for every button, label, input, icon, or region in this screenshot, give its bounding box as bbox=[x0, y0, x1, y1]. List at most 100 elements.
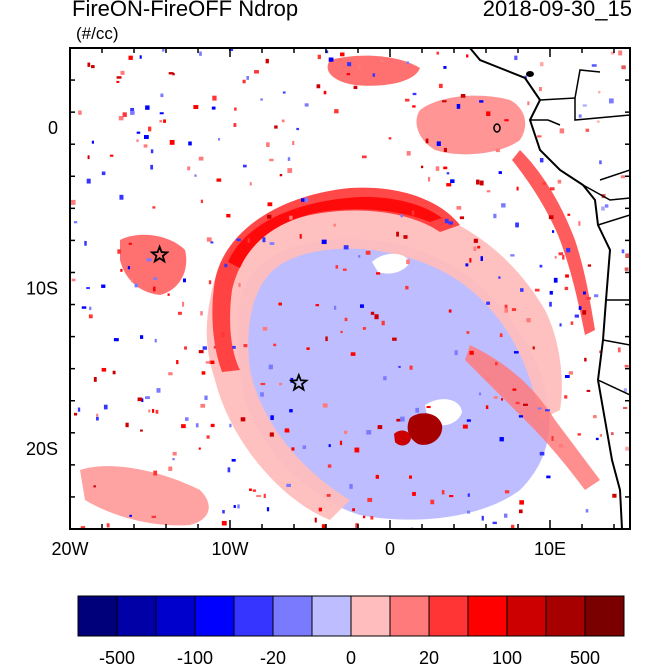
speckle bbox=[608, 98, 614, 104]
speckle bbox=[221, 332, 225, 338]
speckle bbox=[532, 346, 535, 350]
speckle bbox=[216, 178, 222, 182]
speckle bbox=[234, 107, 237, 111]
speckle bbox=[342, 268, 347, 271]
speckle bbox=[87, 62, 91, 67]
speckle bbox=[621, 249, 625, 254]
speckle bbox=[523, 403, 528, 406]
speckle bbox=[449, 495, 454, 498]
speckle bbox=[73, 221, 78, 224]
speckle bbox=[291, 447, 295, 451]
speckle bbox=[162, 48, 165, 52]
speckle bbox=[516, 186, 519, 191]
speckle bbox=[340, 52, 345, 57]
speckle bbox=[252, 489, 257, 492]
speckle bbox=[504, 119, 509, 122]
speckle bbox=[553, 277, 558, 283]
speckle bbox=[370, 516, 374, 520]
speckle bbox=[450, 179, 455, 184]
speckle bbox=[370, 311, 375, 315]
speckle bbox=[247, 238, 250, 243]
speckle bbox=[504, 307, 509, 313]
speckle bbox=[586, 389, 591, 392]
speckle bbox=[604, 204, 609, 208]
speckle bbox=[511, 308, 517, 312]
speckle bbox=[236, 238, 241, 242]
axis-ticks: 20W 10W 0 10E 0 10S 20S bbox=[26, 47, 630, 559]
speckle bbox=[409, 475, 413, 479]
speckle bbox=[420, 165, 424, 169]
colorbar-swatch bbox=[506, 595, 547, 637]
speckle bbox=[460, 94, 466, 98]
west-positive-patch bbox=[120, 234, 187, 295]
speckle bbox=[599, 434, 603, 437]
speckle bbox=[326, 493, 331, 497]
speckle bbox=[498, 171, 502, 175]
speckle bbox=[81, 306, 87, 309]
speckle bbox=[279, 174, 283, 177]
speckle bbox=[623, 406, 628, 410]
speckle bbox=[565, 274, 569, 278]
speckle bbox=[86, 287, 90, 290]
star-marker-icon bbox=[149, 244, 170, 264]
speckle bbox=[372, 73, 376, 77]
speckle bbox=[465, 263, 469, 267]
speckle bbox=[559, 128, 565, 134]
speckle bbox=[510, 524, 515, 529]
speckle bbox=[510, 254, 515, 257]
speckle bbox=[503, 513, 508, 518]
speckle bbox=[148, 409, 151, 413]
speckle bbox=[233, 123, 237, 127]
x-tick-label: 10E bbox=[534, 539, 566, 559]
speckle bbox=[443, 147, 447, 153]
speckle bbox=[289, 409, 293, 413]
speckle bbox=[542, 182, 546, 185]
speckle bbox=[334, 109, 339, 114]
speckle bbox=[539, 264, 543, 268]
speckle bbox=[526, 318, 531, 323]
speckle bbox=[515, 222, 519, 228]
speckle bbox=[593, 415, 597, 419]
speckle bbox=[425, 138, 429, 144]
speckle bbox=[328, 57, 334, 62]
speckle bbox=[153, 277, 157, 280]
speckle bbox=[237, 504, 240, 509]
speckle bbox=[582, 310, 587, 315]
speckle bbox=[493, 213, 497, 219]
speckle bbox=[518, 509, 523, 514]
speckle bbox=[229, 423, 232, 428]
speckle bbox=[262, 237, 266, 243]
speckle bbox=[125, 422, 129, 428]
speckle bbox=[344, 317, 348, 322]
speckle bbox=[246, 76, 249, 80]
speckle bbox=[625, 446, 630, 451]
speckle bbox=[274, 125, 278, 129]
speckle bbox=[143, 144, 148, 148]
speckle bbox=[281, 119, 285, 123]
speckle bbox=[254, 70, 259, 74]
speckle bbox=[146, 258, 152, 262]
speckle bbox=[377, 425, 383, 430]
speckle bbox=[71, 278, 76, 282]
speckle bbox=[96, 416, 99, 421]
speckle bbox=[353, 85, 358, 90]
speckle bbox=[315, 304, 320, 307]
marker-layer bbox=[149, 244, 309, 392]
speckle bbox=[145, 105, 150, 110]
speckle bbox=[549, 301, 552, 307]
speckle bbox=[584, 357, 587, 362]
speckle bbox=[87, 155, 90, 160]
speckle bbox=[612, 493, 617, 498]
speckle bbox=[562, 254, 565, 260]
speckle bbox=[299, 234, 302, 239]
speckle bbox=[201, 371, 206, 375]
speckle bbox=[595, 437, 599, 441]
africa-land bbox=[470, 48, 630, 529]
speckle bbox=[267, 214, 272, 219]
speckle bbox=[623, 388, 627, 392]
positive-arc bbox=[212, 187, 460, 372]
speckle bbox=[415, 407, 420, 413]
speckle bbox=[454, 350, 458, 356]
speckle bbox=[354, 447, 360, 453]
